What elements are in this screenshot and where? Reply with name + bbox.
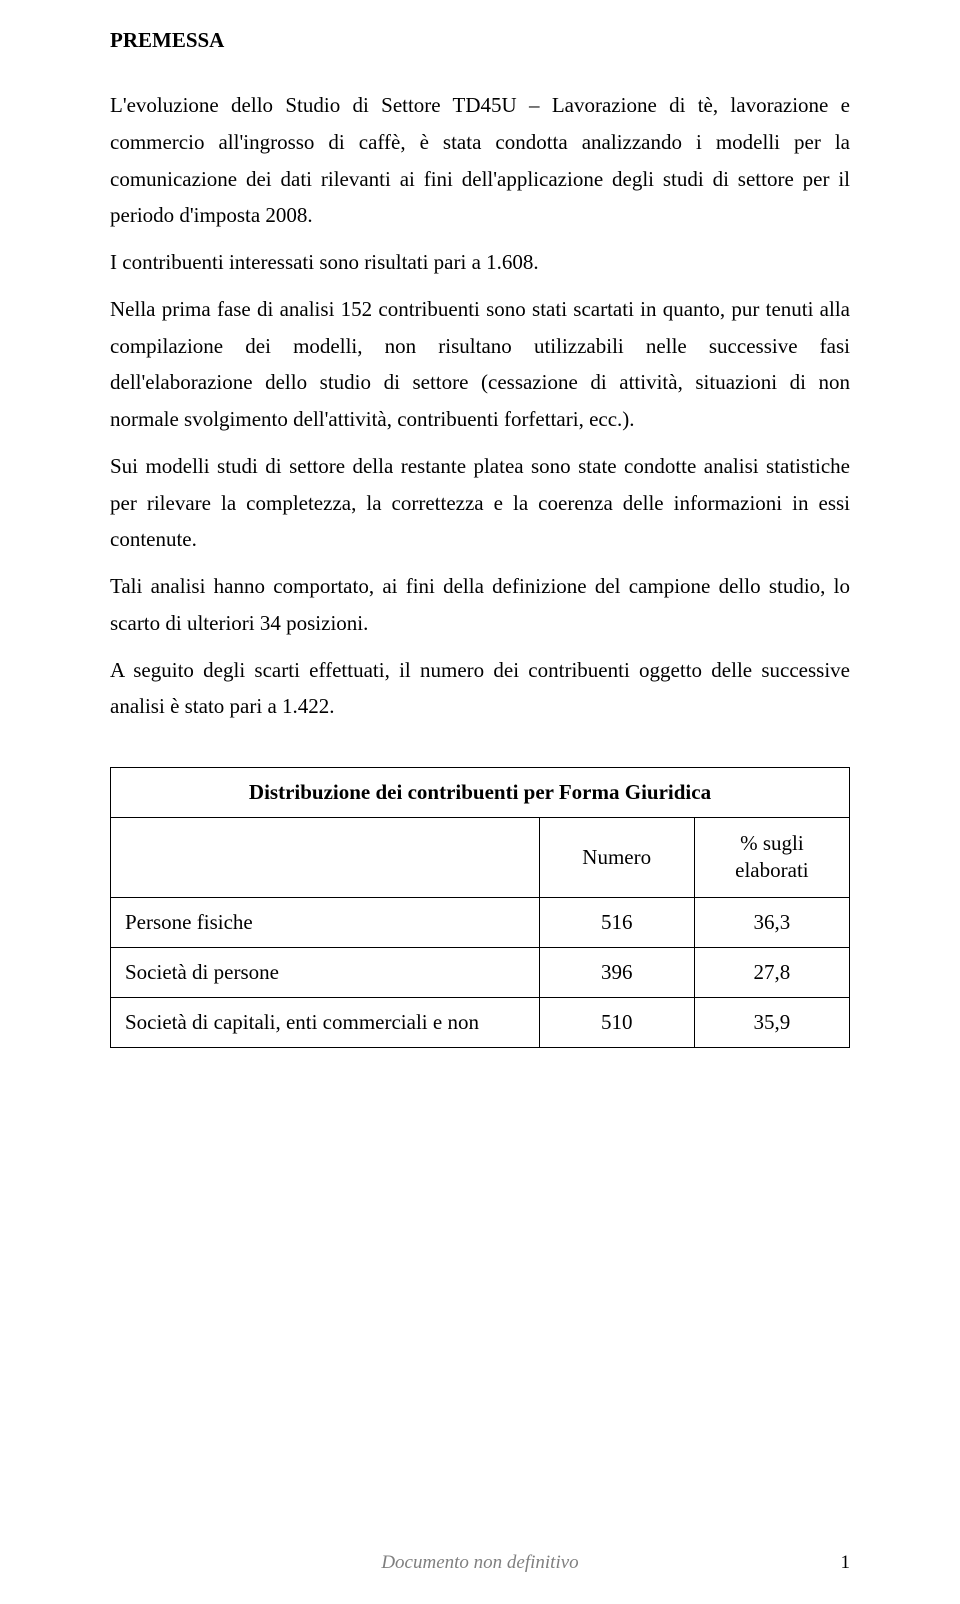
col-pct-line1: % sugli (740, 831, 804, 855)
page-number: 1 (841, 1552, 851, 1574)
table-header-row: Distribuzione dei contribuenti per Forma… (111, 768, 850, 818)
row-pct: 36,3 (694, 897, 849, 947)
col-empty (111, 818, 540, 898)
col-pct: % sugli elaborati (694, 818, 849, 898)
page-title: PREMESSA (110, 28, 850, 53)
row-label: Persone fisiche (111, 897, 540, 947)
row-numero: 510 (539, 997, 694, 1047)
row-numero: 516 (539, 897, 694, 947)
row-pct: 35,9 (694, 997, 849, 1047)
paragraph-4: Sui modelli studi di settore della resta… (110, 448, 850, 558)
row-label: Società di persone (111, 947, 540, 997)
paragraph-1: L'evoluzione dello Studio di Settore TD4… (110, 87, 850, 234)
table-row: Persone fisiche 516 36,3 (111, 897, 850, 947)
table-columns-row: Numero % sugli elaborati (111, 818, 850, 898)
footer-text: Documento non definitivo (110, 1552, 850, 1574)
col-pct-line2: elaborati (735, 858, 808, 882)
paragraph-3: Nella prima fase di analisi 152 contribu… (110, 291, 850, 438)
table-row: Società di capitali, enti commerciali e … (111, 997, 850, 1047)
row-label: Società di capitali, enti commerciali e … (111, 997, 540, 1047)
row-numero: 396 (539, 947, 694, 997)
paragraph-5: Tali analisi hanno comportato, ai fini d… (110, 568, 850, 642)
table-header: Distribuzione dei contribuenti per Forma… (111, 768, 850, 818)
row-pct: 27,8 (694, 947, 849, 997)
document-page: PREMESSA L'evoluzione dello Studio di Se… (0, 0, 960, 1604)
table-row: Società di persone 396 27,8 (111, 947, 850, 997)
paragraph-2: I contribuenti interessati sono risultat… (110, 244, 850, 281)
paragraph-6: A seguito degli scarti effettuati, il nu… (110, 652, 850, 726)
distribution-table: Distribuzione dei contribuenti per Forma… (110, 767, 850, 1048)
col-numero: Numero (539, 818, 694, 898)
